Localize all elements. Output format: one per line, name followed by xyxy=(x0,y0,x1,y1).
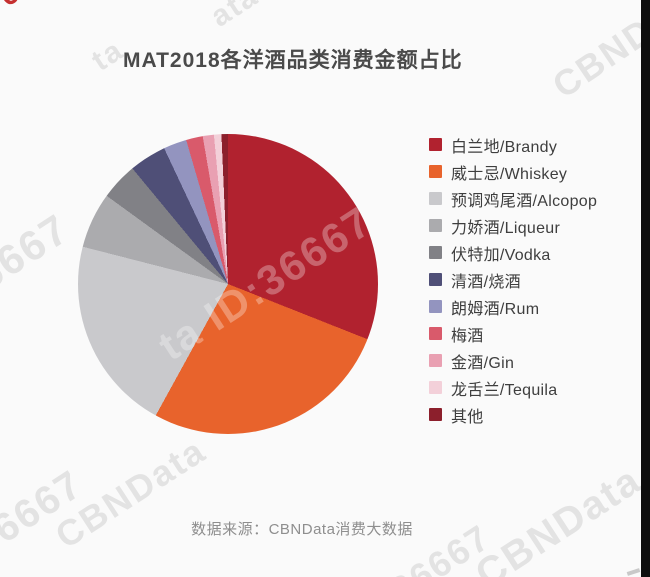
legend-item: 伏特加/Vodka xyxy=(429,239,597,266)
legend-swatch xyxy=(429,246,442,259)
watermark-text: CBNData xyxy=(545,0,650,106)
pie-chart xyxy=(78,134,378,434)
legend-item: 朗姆酒/Rum xyxy=(429,293,597,320)
watermark-text: ata xyxy=(205,0,265,34)
legend-swatch xyxy=(429,219,442,232)
legend-label: 朗姆酒/Rum xyxy=(451,300,540,318)
watermark-text: CBNData ID:3 xyxy=(468,405,650,577)
legend-label: 龙舌兰/Tequila xyxy=(451,381,558,399)
legend-swatch xyxy=(429,354,442,367)
legend-item: 威士忌/Whiskey xyxy=(429,158,597,185)
legend-label: 白兰地/Brandy xyxy=(451,138,558,156)
legend-item: 白兰地/Brandy xyxy=(429,131,597,158)
legend-item: 龙舌兰/Tequila xyxy=(429,374,597,401)
watermark-text: CBNData xyxy=(48,429,213,557)
legend-swatch xyxy=(429,327,442,340)
watermark-text: D:36667 xyxy=(0,204,78,340)
legend-label: 其他 xyxy=(451,408,484,426)
corner-dash-mark xyxy=(626,568,641,576)
right-edge-bar xyxy=(641,0,650,577)
legend-swatch xyxy=(429,300,442,313)
legend-swatch xyxy=(429,138,442,151)
legend-label: 威士忌/Whiskey xyxy=(451,165,568,183)
legend-item: 预调鸡尾酒/Alcopop xyxy=(429,185,597,212)
legend-label: 伏特加/Vodka xyxy=(451,246,551,264)
legend-swatch xyxy=(429,273,442,286)
legend-swatch xyxy=(429,192,442,205)
chart-title: MAT2018各洋酒品类消费金额占比 xyxy=(123,49,463,72)
legend-swatch xyxy=(429,408,442,421)
watermark-text: 36667 xyxy=(0,461,91,565)
legend-swatch xyxy=(429,165,442,178)
legend-swatch xyxy=(429,381,442,394)
watermark-text: 667 xyxy=(0,0,59,14)
legend-label: 预调鸡尾酒/Alcopop xyxy=(451,192,598,210)
legend-item: 清酒/烧酒 xyxy=(429,266,597,293)
legend-label: 清酒/烧酒 xyxy=(451,273,521,291)
legend-item: 其他 xyxy=(429,401,597,428)
legend-item: 力娇酒/Liqueur xyxy=(429,212,597,239)
legend-label: 力娇酒/Liqueur xyxy=(451,219,561,237)
legend-item: 金酒/Gin xyxy=(429,347,597,374)
legend-label: 金酒/Gin xyxy=(451,354,515,372)
data-source-caption: 数据来源：CBNData消费大数据 xyxy=(191,521,413,538)
legend: 白兰地/Brandy 威士忌/Whiskey 预调鸡尾酒/Alcopop 力娇酒/Li… xyxy=(429,131,597,428)
legend-item: 梅酒 xyxy=(429,320,597,347)
legend-label: 梅酒 xyxy=(451,327,484,345)
